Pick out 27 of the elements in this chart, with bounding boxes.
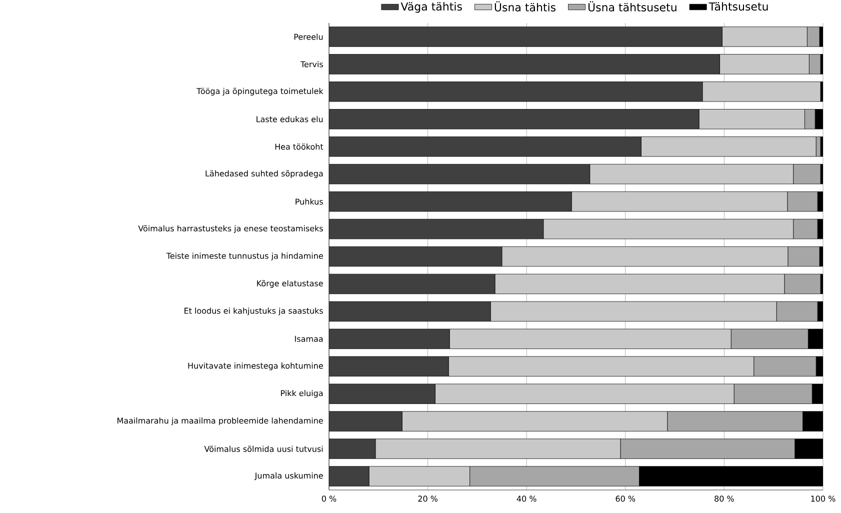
y-tick-label: Võimalus sõlmida uusi tutvusi	[204, 446, 323, 452]
y-tick-label: Tööga ja õpingutega toimetulek	[196, 88, 324, 96]
x-tick-label: 100 %	[811, 496, 836, 502]
legend-label: Üsna tähtis	[494, 1, 556, 12]
x-tick-label: 0 %	[322, 496, 336, 502]
y-tick-label: Jumala uskumine	[254, 472, 323, 480]
x-tick-label: 40 %	[516, 496, 536, 502]
x-tick-label: 80 %	[714, 496, 734, 502]
x-tick-label: 20 %	[418, 496, 438, 502]
y-tick-label: Lähedased suhted sõpradega	[206, 170, 323, 178]
legend-label: Väga tähtis	[400, 2, 462, 13]
y-tick-label: Hea töökoht	[275, 144, 324, 150]
y-tick-label: Teiste inimeste tunnustus ja hindamine	[166, 252, 323, 260]
legend-label: Üsna tähtsusetu	[588, 1, 676, 12]
y-tick-label: Et loodus ei kahjustuks ja saastuks	[184, 308, 323, 316]
y-tick-label: Maailmarahu ja maailma probleemide lahendamine	[117, 417, 323, 426]
y-tick-label: Laste edukas elu	[256, 116, 323, 122]
y-tick-label: Puhkus	[296, 198, 323, 205]
y-tick-label: Võimalus harrastusteks ja enese teostamiseks	[138, 225, 323, 233]
y-tick-label: Kõrge elatustase	[257, 280, 323, 288]
x-tick-label: 60 %	[616, 496, 636, 502]
y-tick-label: Tervis	[300, 61, 323, 68]
legend-label: Tähtsusetu	[708, 2, 768, 11]
y-tick-label: Pikk eluiga	[281, 390, 323, 398]
y-tick-label: Huvitavate inimestega kohtumine	[188, 362, 323, 370]
y-tick-label: Pereelu	[294, 34, 323, 40]
y-tick-label: Isamaa	[295, 336, 323, 342]
